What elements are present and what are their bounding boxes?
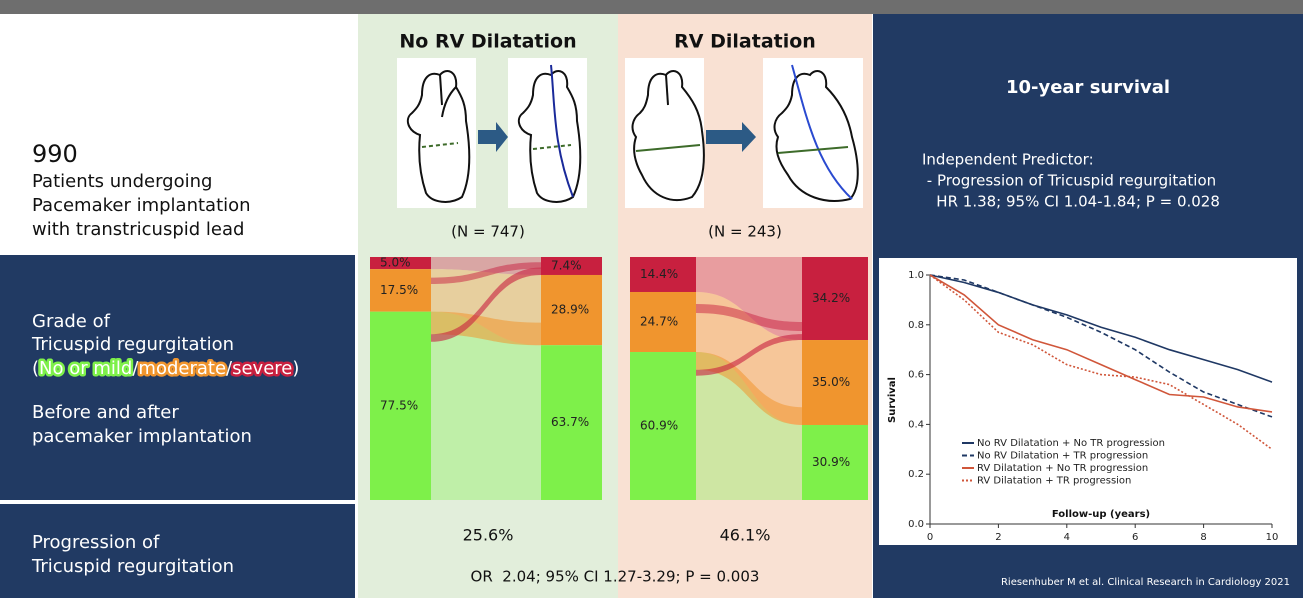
x-tick-label: 8 <box>1200 532 1206 543</box>
progression-value: 25.6% <box>463 526 514 545</box>
group-title: No RV Dilatation <box>399 31 576 53</box>
grade-text: Grade of <box>32 311 111 332</box>
odds-ratio: OR 2.04; 95% CI 1.27-3.29; P = 0.003 <box>471 568 760 586</box>
timing-text: Before and after <box>32 402 179 423</box>
top-bar <box>0 0 1303 14</box>
graphical-abstract: 990 Patients undergoing Pacemaker implan… <box>0 0 1303 598</box>
grade-legend-part: No or mild <box>39 358 132 379</box>
y-tick-label: 0.4 <box>908 419 924 430</box>
segment-label: 14.4% <box>640 267 678 281</box>
legend-label: No RV Dilatation + No TR progression <box>977 438 1165 449</box>
progression-text: Tricuspid regurgitation <box>31 556 234 577</box>
grade-legend-part: ) <box>292 358 299 379</box>
grade-legend-part: ( <box>32 358 39 379</box>
survival-title: 10-year survival <box>1006 77 1170 98</box>
illustration-box <box>508 58 587 208</box>
patient-text: Patients undergoing <box>32 171 212 192</box>
y-tick-label: 0.6 <box>908 370 924 381</box>
legend-label: RV Dilatation + No TR progression <box>977 463 1148 474</box>
legend-label: No RV Dilatation + TR progression <box>977 451 1148 462</box>
progression-text: Progression of <box>32 532 160 553</box>
segment-label: 35.0% <box>812 375 850 389</box>
grade-legend-part: severe <box>232 358 292 379</box>
timing-text: pacemaker implantation <box>32 426 252 447</box>
segment-label: 5.0% <box>380 256 411 270</box>
illustrations <box>397 58 863 208</box>
segment-label: 28.9% <box>551 303 589 317</box>
segment-label: 17.5% <box>380 283 418 297</box>
grade-text: Tricuspid regurgitation <box>31 334 234 355</box>
legend-label: RV Dilatation + TR progression <box>977 476 1131 487</box>
illustration-box <box>625 58 704 208</box>
segment-label: 24.7% <box>640 315 678 329</box>
predictor-text: Independent Predictor: <box>922 151 1094 169</box>
y-tick-label: 0.8 <box>908 320 924 331</box>
segment-label: 30.9% <box>812 455 850 469</box>
group-n: (N = 747) <box>451 223 525 241</box>
segment-label: 34.2% <box>812 291 850 305</box>
x-tick-label: 0 <box>927 532 933 543</box>
patient-count: 990 <box>32 140 78 168</box>
y-tick-label: 1.0 <box>908 270 924 281</box>
y-tick-label: 0.2 <box>908 469 924 480</box>
x-tick-label: 10 <box>1266 532 1279 543</box>
y-axis-title: Survival <box>887 377 898 423</box>
patient-text: with transtricuspid lead <box>32 219 244 240</box>
x-axis-title: Follow-up (years) <box>1052 509 1150 520</box>
page: 990 Patients undergoing Pacemaker implan… <box>0 0 1303 598</box>
x-tick-label: 4 <box>1064 532 1070 543</box>
segment-label: 7.4% <box>551 258 582 272</box>
x-tick-label: 6 <box>1132 532 1138 543</box>
segment-label: 63.7% <box>551 415 589 429</box>
citation: Riesenhuber M et al. Clinical Research i… <box>1001 577 1290 588</box>
chart-box <box>879 258 1297 545</box>
x-tick-label: 2 <box>995 532 1001 543</box>
predictor-text: - Progression of Tricuspid regurgitation <box>922 172 1216 190</box>
segment-label: 60.9% <box>640 419 678 433</box>
group-title: RV Dilatation <box>674 31 816 53</box>
illustration-box <box>397 58 476 208</box>
grade-legend-part: moderate <box>138 358 226 379</box>
segment-label: 77.5% <box>380 398 418 412</box>
predictor-text: HR 1.38; 95% CI 1.04-1.84; P = 0.028 <box>922 193 1220 211</box>
patient-text: Pacemaker implantation <box>32 195 251 216</box>
progression-value: 46.1% <box>720 526 771 545</box>
y-tick-label: 0.0 <box>908 519 924 530</box>
group-n: (N = 243) <box>708 223 782 241</box>
grade-legend: (No or mild/moderate/severe) <box>32 358 299 379</box>
